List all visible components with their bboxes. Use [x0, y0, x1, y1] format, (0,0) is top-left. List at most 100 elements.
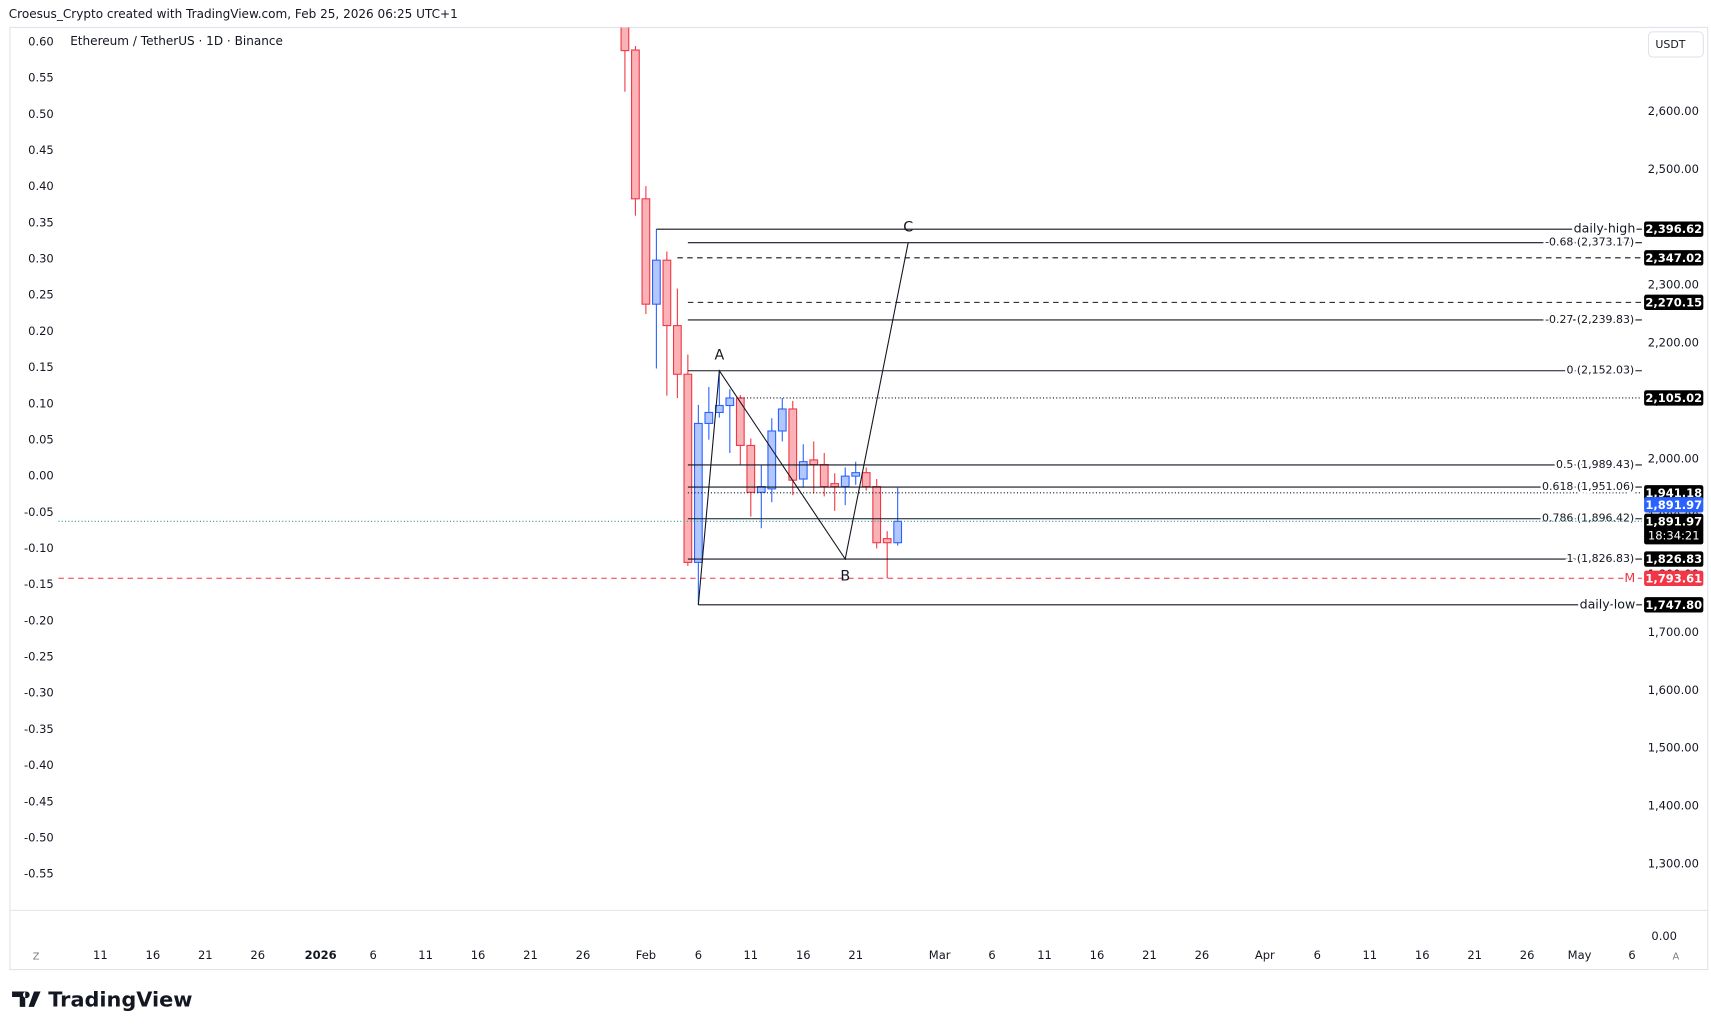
time-tick-label: 21	[198, 948, 213, 962]
fib-label: 1 (1,826.83)	[1566, 552, 1634, 565]
auto-scale-button[interactable]: A	[1673, 951, 1680, 962]
price-tick-label: 1,700.00	[1648, 625, 1699, 639]
candle-body	[809, 459, 819, 466]
price-tag-box	[1644, 570, 1704, 586]
line-label: daily low	[1580, 596, 1636, 611]
left-tick-label: -0.10	[24, 541, 54, 555]
time-tick-label: Feb	[636, 948, 656, 962]
price-tag: 1,941.18	[1645, 486, 1702, 500]
price-tag: 1,793.61	[1645, 571, 1702, 585]
price-tag-box	[1644, 250, 1704, 266]
countdown: 18:34:21	[1648, 529, 1700, 543]
line-label: M	[1624, 570, 1635, 585]
price-tick-label: 2,500.00	[1648, 162, 1699, 176]
price-tick-label: 1,400.00	[1648, 799, 1699, 813]
price-tag-box	[1644, 390, 1704, 406]
fib-tag: 1,826.83	[1645, 552, 1702, 566]
price-tick-label: 2,300.00	[1648, 278, 1699, 292]
time-tick-label: 6	[695, 948, 702, 962]
left-tick-label: -0.25	[24, 650, 54, 664]
candle-body	[641, 198, 651, 305]
symbol-title: Ethereum / TetherUS · 1D · Binance	[70, 34, 283, 48]
price-tag: 1,747.80	[1645, 598, 1702, 612]
price-tag: 2,396.62	[1645, 222, 1702, 236]
currency-label[interactable]: USDT	[1655, 38, 1685, 51]
candle-body	[851, 472, 861, 477]
left-tick-label: -0.30	[24, 686, 54, 700]
candle-body	[620, 27, 630, 52]
price-tag-box	[1644, 294, 1704, 311]
price-tick-label: 1,300.00	[1648, 857, 1699, 871]
candle-body	[872, 486, 882, 544]
candle-body	[767, 430, 777, 490]
time-tick-label: 2026	[305, 948, 337, 962]
left-tick-label: -0.55	[24, 867, 54, 881]
candle-body	[819, 464, 829, 488]
price-tag-box	[1644, 485, 1704, 501]
time-tick-label: 11	[1037, 948, 1052, 962]
left-tick-label: 0.60	[28, 34, 54, 48]
price-tag: 2,270.15	[1645, 295, 1702, 309]
candle-body	[631, 49, 640, 200]
left-tick-label: -0.50	[24, 830, 54, 844]
chart-frame	[9, 26, 1709, 971]
header: Croesus_Crypto created with TradingView.…	[9, 7, 458, 21]
time-tick-label: 6	[1314, 948, 1321, 962]
time-tick-label: 26	[1195, 948, 1210, 962]
candle-body	[893, 520, 903, 544]
fib-label: 0.786 (1,896.42)	[1542, 512, 1634, 525]
candle-body	[882, 538, 892, 544]
candle-body	[652, 259, 661, 305]
logo-text: TradingView	[48, 987, 192, 1011]
last-price-box	[1644, 513, 1704, 545]
candle-body	[788, 408, 798, 481]
left-tick-label: 0.20	[28, 324, 54, 338]
left-tick-label: 0.10	[28, 396, 54, 410]
time-tick-label: 26	[250, 948, 265, 962]
candle-body	[662, 259, 672, 327]
timezone-button[interactable]: Z	[33, 951, 40, 962]
left-tick-label: 0.25	[28, 288, 54, 302]
left-tick-label: -0.05	[24, 505, 54, 519]
left-tick-label: 0.35	[28, 215, 54, 229]
price-tag-box	[1644, 221, 1704, 237]
left-tick-label: -0.35	[24, 722, 54, 736]
price-tag: 2,347.02	[1645, 251, 1702, 265]
candle-body	[861, 472, 871, 488]
time-tick-label: 21	[1467, 948, 1482, 962]
price-tick-label: 1,500.00	[1648, 741, 1699, 755]
wave-line	[697, 242, 909, 605]
left-tick-label: 0.00	[28, 469, 54, 483]
time-tick-label: 6	[1628, 948, 1635, 962]
last-price-value: 1,891.97	[1645, 514, 1702, 528]
time-tick-label: 16	[146, 948, 161, 962]
time-tick-label: 21	[1142, 948, 1157, 962]
left-tick-label: 0.15	[28, 360, 54, 374]
left-tick-label: -0.40	[24, 758, 54, 772]
currency-button[interactable]	[1647, 31, 1704, 58]
line-label: daily high	[1574, 221, 1636, 236]
logo-icon	[12, 991, 41, 1007]
time-tick-label: 6	[369, 948, 376, 962]
wave-label: C	[903, 219, 913, 235]
price-tick-label: 1,600.00	[1648, 683, 1699, 697]
left-tick-label: 0.40	[28, 179, 54, 193]
fib-label: 0 (2,152.03)	[1566, 364, 1634, 377]
price-tag-box	[1644, 597, 1704, 613]
time-tick-label: 11	[93, 948, 108, 962]
time-tick-label: 16	[1090, 948, 1105, 962]
left-tick-label: 0.50	[28, 107, 54, 121]
left-tick-label: 0.55	[28, 71, 54, 85]
time-tick-label: 21	[523, 948, 538, 962]
time-tick-label: 26	[1520, 948, 1535, 962]
time-tick-label: 11	[743, 948, 758, 962]
candle-body	[777, 408, 787, 432]
time-tick-label: 16	[796, 948, 811, 962]
left-tick-label: 0.05	[28, 432, 54, 446]
price-tick-label: 2,200.00	[1648, 335, 1699, 349]
left-tick-label: -0.20	[24, 613, 54, 627]
wave-label: A	[714, 347, 724, 363]
candle-body	[746, 444, 756, 493]
